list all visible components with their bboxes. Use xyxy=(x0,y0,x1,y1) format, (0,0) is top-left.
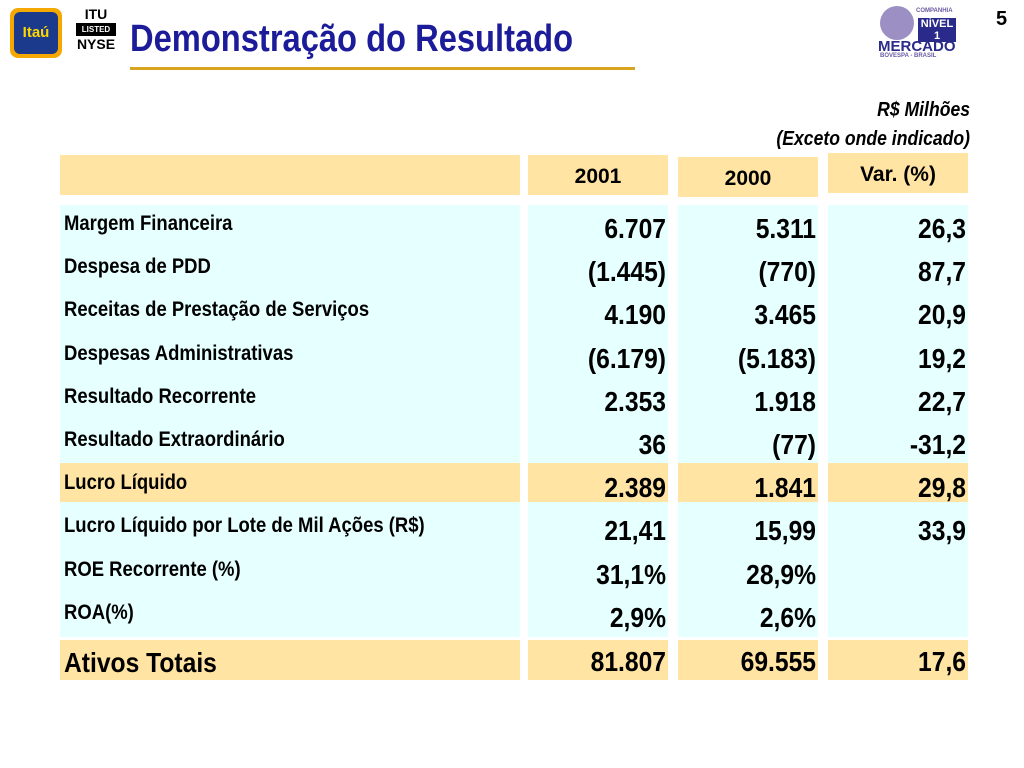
row-label: ROA(%) xyxy=(64,600,134,624)
cell-value: 2,6% xyxy=(759,601,816,633)
listing: ITU LISTED NYSE xyxy=(76,6,116,52)
row-highlight xyxy=(60,640,520,680)
units: R$ Milhões (Exceto onde indicado) xyxy=(776,96,970,154)
row-label: ROE Recorrente (%) xyxy=(64,557,241,581)
cell-value: (5.183) xyxy=(737,342,816,374)
badge: COMPANHIA NÍVEL 1 MERCADO BOVESPA - BRAS… xyxy=(876,6,956,60)
cell-value: 29,8 xyxy=(918,472,966,504)
cell-value: 33,9 xyxy=(918,515,966,547)
cell-value: 21,41 xyxy=(604,515,666,547)
units-line: (Exceto onde indicado) xyxy=(776,128,970,150)
listing-text: ITU xyxy=(84,6,108,22)
cell-value: 3.465 xyxy=(754,299,816,331)
row-highlight xyxy=(528,640,668,680)
row-label: Lucro Líquido por Lote de Mil Ações (R$) xyxy=(64,514,425,538)
row-label: Despesa de PDD xyxy=(64,255,211,279)
body-background xyxy=(528,205,668,637)
cell-value: (6.179) xyxy=(587,342,666,374)
cell-value: 87,7 xyxy=(918,256,966,288)
cell-value: 1.841 xyxy=(754,472,816,504)
cell-value: 20,9 xyxy=(918,299,966,331)
row-highlight xyxy=(678,640,818,680)
cell-value: (77) xyxy=(772,429,816,460)
cell-value: 69.555 xyxy=(740,646,816,677)
header-cell xyxy=(60,155,520,195)
row-label: Receitas de Prestação de Serviços xyxy=(64,298,370,322)
row-label: Margem Financeira xyxy=(64,212,233,235)
cell-value: 81.807 xyxy=(590,646,666,677)
body-background xyxy=(678,205,818,637)
cell-value: 15,99 xyxy=(754,515,816,547)
badge-text: COMPANHIA xyxy=(916,8,953,14)
cell-value: 17,6 xyxy=(918,646,966,677)
row-label: Resultado Extraordinário xyxy=(64,428,285,451)
column-header: 2000 xyxy=(678,157,818,197)
logo-inner: Itaú xyxy=(14,12,58,54)
badge-text: MERCADO xyxy=(878,38,956,55)
row-highlight xyxy=(828,463,968,503)
cell-value: 2.389 xyxy=(604,472,666,504)
row-highlight xyxy=(60,463,520,503)
listing-text: LISTED xyxy=(76,23,116,36)
cell-value: 26,3 xyxy=(918,213,966,244)
cell-value: 6.707 xyxy=(604,213,666,244)
cell-value: -31,2 xyxy=(909,429,966,460)
cell-value: 4.190 xyxy=(604,299,666,331)
column-header: Var. (%) xyxy=(828,153,968,193)
cell-value: 2.353 xyxy=(604,385,666,417)
row-label: Ativos Totais xyxy=(64,647,217,678)
body-background xyxy=(60,205,520,637)
row-label: Despesas Administrativas xyxy=(64,341,294,365)
row-highlight xyxy=(828,640,968,680)
row-highlight xyxy=(528,463,668,503)
body-background xyxy=(828,205,968,637)
badge-text: NÍVEL 1 xyxy=(918,18,956,42)
row-label: Resultado Recorrente xyxy=(64,384,257,408)
logo: Itaú xyxy=(10,8,62,58)
title-underline xyxy=(130,67,635,70)
cell-value: 5.311 xyxy=(755,213,816,244)
title: Demonstração do Resultado xyxy=(130,18,574,60)
row-label: Lucro Líquido xyxy=(64,471,188,495)
cell-value: (1.445) xyxy=(587,256,666,288)
cell-value: 22,7 xyxy=(918,385,966,417)
cell-value: (770) xyxy=(758,256,816,288)
cell-value: 36 xyxy=(638,429,666,460)
units-line: R$ Milhões xyxy=(877,99,970,121)
row-highlight xyxy=(678,463,818,503)
column-header: 2001 xyxy=(528,155,668,195)
page-number: 5 xyxy=(996,8,1008,30)
badge-circle xyxy=(880,6,914,40)
badge-text: BOVESPA - BRASIL xyxy=(880,53,937,59)
cell-value: 31,1% xyxy=(596,558,666,590)
cell-value: 28,9% xyxy=(746,558,816,590)
listing-text: NYSE xyxy=(76,36,116,52)
cell-value: 1.918 xyxy=(754,385,816,417)
cell-value: 19,2 xyxy=(918,342,966,374)
cell-value: 2,9% xyxy=(609,601,666,633)
